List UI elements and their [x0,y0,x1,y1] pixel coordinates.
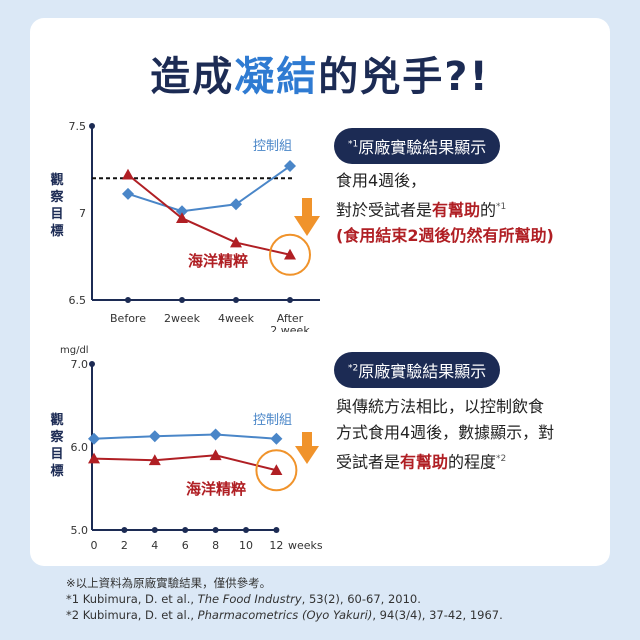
y-tick-label: 7 [79,207,86,220]
product-point [148,454,161,466]
content-card [30,18,610,566]
control-series-line [93,433,277,440]
x-tick-dot [182,527,189,533]
x-tick-label: 6 [182,539,189,550]
x-tick-dot [121,527,128,533]
highlight-ring [255,449,298,492]
control-point [270,432,283,445]
control-series-line [127,165,291,213]
x-tick-dot [287,297,293,303]
y-tick-label: 7.5 [69,120,87,133]
y-axis-label-2: 目 [50,207,63,222]
control-point [122,187,134,200]
result-pill-1: *1原廠實驗結果顯示 [334,128,501,164]
x-tick-label: After [277,312,304,325]
y-axis-label-3: 標 [50,223,63,239]
product-legend-label: 海洋精粹 [186,480,246,498]
x-tick-dot [179,297,185,303]
product-point [122,168,134,180]
x-tick-label: Before [110,312,146,325]
product-point [230,236,242,248]
y-axis-label-3: 標 [50,463,63,479]
y-axis-label-1: 察 [50,189,64,205]
product-series-line [93,454,277,472]
y-axis-top-dot [89,123,95,129]
x-tick-dot [243,527,249,533]
y-tick-label: 5.0 [71,524,89,537]
product-legend-label: 海洋精粹 [188,252,248,270]
y-axis-top-dot [89,361,95,367]
unit-label: mg/dl [60,345,89,356]
x-tick-label: 4 [151,539,158,550]
result-pill-2: *2原廠實驗結果顯示 [334,352,501,388]
down-arrow-shaft [302,198,312,218]
product-point [176,212,188,224]
footnote-disclaimer: ※以上資料為原廠實驗結果，僅供參考。 [66,576,272,590]
y-tick-label: 6.0 [71,441,89,454]
result-text-2: 與傳統方法相比，以控制飲食 方式食用4週後，數據顯示，對 受試者是有幫助的程度*… [336,397,555,472]
product-series-line [127,173,291,256]
y-axis-label-1: 察 [50,429,64,445]
x-tick-label: 2 week [270,324,310,332]
x-tick-dot [151,527,158,533]
footnote-ref-2: *2 Kubimura, D. et al., Pharmacometrics … [66,608,503,622]
control-point [284,160,296,173]
y-axis-label-2: 目 [50,447,63,462]
product-point [209,449,222,461]
control-point [230,198,242,211]
down-arrow-icon [294,216,320,236]
product-point [284,248,296,260]
control-legend-label: 控制組 [253,413,292,428]
x-tick-dot [125,297,131,303]
x-tick-label: 2 [121,539,128,550]
x-tick-dot [233,297,239,303]
control-legend-label: 控制組 [253,139,292,154]
x-tick-label: 8 [212,539,219,550]
highlight-ring [269,233,311,276]
control-point [148,430,161,443]
result-text-1: 食用4週後， 對於受試者是有幫助的*1 (食用結束2週後仍然有所幫助) [336,171,554,246]
down-arrow-shaft [302,432,312,448]
y-axis-label-0: 觀 [50,172,63,188]
x-tick-label: 2week [164,312,201,325]
page-title: 造成凝結的兇手?! [150,54,490,100]
x-unit-label: weeks [288,539,323,550]
control-point [176,205,188,218]
x-tick-label: 4week [218,312,255,325]
control-point [209,428,222,441]
y-axis-label-0: 觀 [50,412,63,428]
footnotes: ※以上資料為原廠實驗結果，僅供參考。 *1 Kubimura, D. et al… [66,575,503,623]
x-tick-label: 12 [269,539,283,550]
product-point [88,452,100,464]
y-tick-label: 7.0 [71,358,89,371]
down-arrow-icon [295,446,319,464]
control-point [88,432,100,445]
x-tick-dot [212,527,219,533]
x-tick-dot [273,527,280,533]
y-tick-label: 6.5 [69,294,87,307]
product-point [270,464,283,476]
x-tick-label: 10 [239,539,253,550]
x-tick-label: 0 [91,539,98,550]
footnote-ref-1: *1 Kubimura, D. et al., The Food Industr… [66,592,421,606]
